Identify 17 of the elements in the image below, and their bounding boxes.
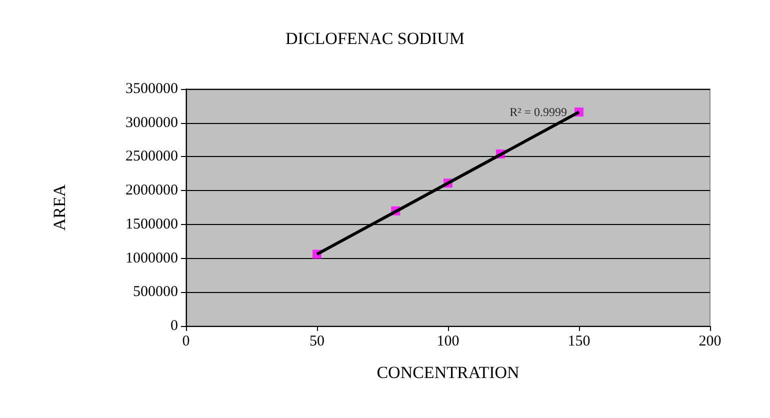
y-axis-title: AREA: [50, 184, 69, 231]
y-tick-label: 3000000: [126, 114, 178, 131]
chart-title: DICLOFENAC SODIUM: [286, 29, 464, 48]
y-tick-label: 2000000: [126, 182, 178, 199]
y-tick-label: 0: [170, 318, 178, 334]
x-tick-label: 150: [568, 334, 590, 350]
y-tick-label: 500000: [133, 284, 178, 300]
x-tick-label: 200: [698, 334, 722, 350]
x-tick-label: 100: [436, 334, 460, 350]
x-tick-label: 50: [310, 334, 324, 350]
x-axis-title: CONCENTRATION: [376, 363, 520, 382]
annotation: R² = 0.9999: [510, 105, 567, 120]
y-tick-label: 3500000: [126, 81, 178, 97]
y-tick-label: 1500000: [126, 216, 178, 232]
y-tick-label: 1000000: [126, 250, 178, 266]
y-tick-label: 2500000: [126, 148, 178, 165]
x-tick-label: 0: [182, 334, 190, 350]
